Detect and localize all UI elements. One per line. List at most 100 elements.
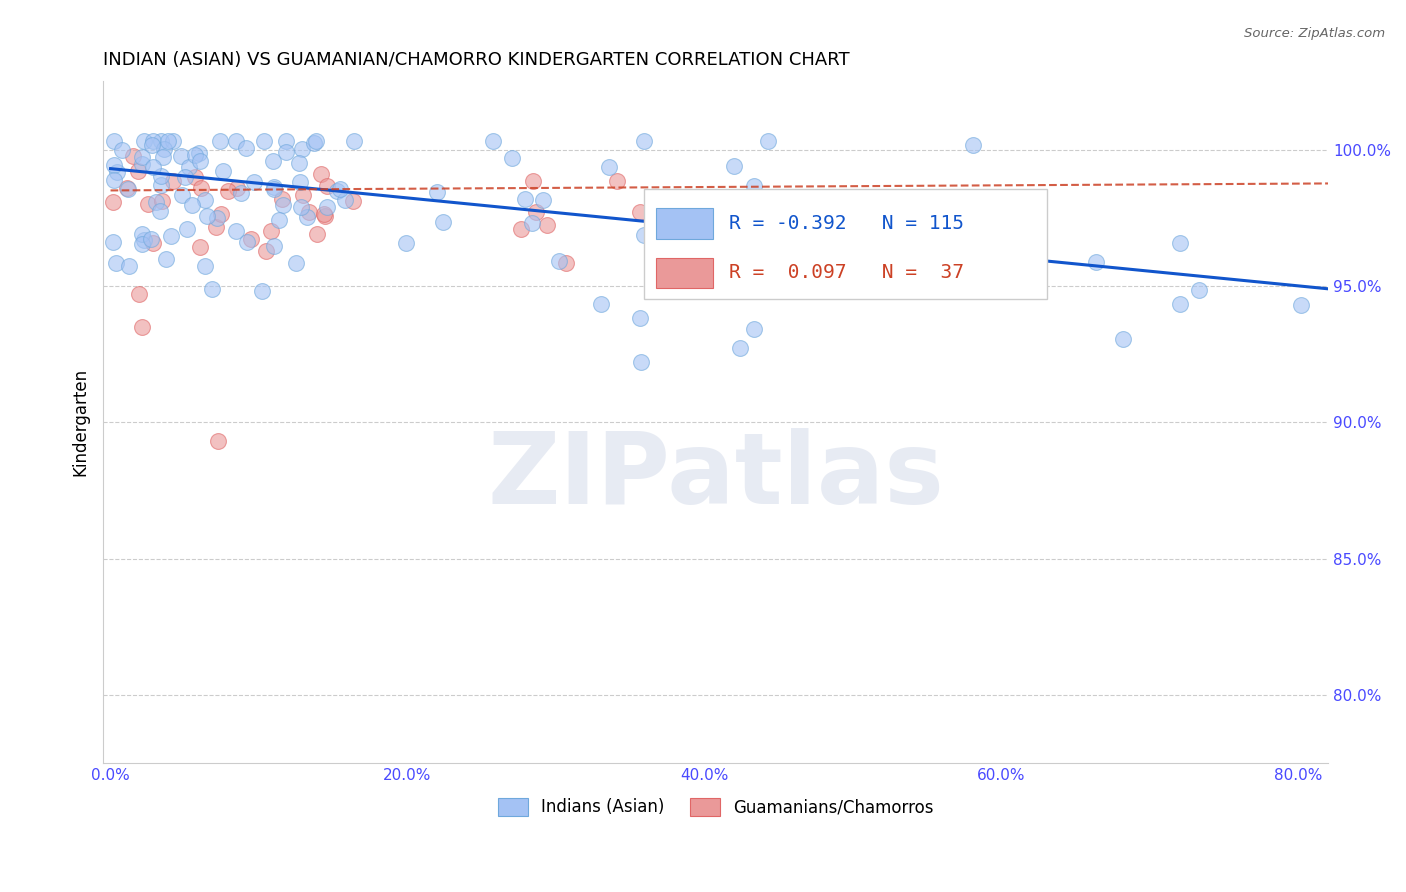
Point <box>226 180 249 194</box>
Point <box>142 160 165 174</box>
Point <box>524 205 547 219</box>
Point <box>1188 283 1211 297</box>
Point <box>150 194 173 208</box>
Point <box>536 218 558 232</box>
Point <box>900 232 922 246</box>
Point <box>723 159 745 173</box>
Point <box>184 170 207 185</box>
Point <box>290 201 312 215</box>
Point <box>188 239 211 253</box>
Point <box>152 150 174 164</box>
Bar <box>657 208 713 239</box>
Point <box>659 227 682 241</box>
Point <box>150 169 173 184</box>
Point <box>329 181 352 195</box>
Point <box>212 164 235 178</box>
Point <box>633 228 655 243</box>
Y-axis label: Kindergarten: Kindergarten <box>72 368 89 476</box>
Point <box>756 134 779 148</box>
Point <box>131 157 153 171</box>
Point <box>118 259 141 273</box>
Point <box>160 229 183 244</box>
Point <box>141 235 163 250</box>
Point <box>333 193 356 207</box>
Point <box>225 134 247 148</box>
Point <box>188 145 211 160</box>
Point <box>630 354 652 368</box>
Point <box>263 182 285 196</box>
Point <box>276 134 298 148</box>
Point <box>288 156 311 170</box>
Point <box>201 282 224 296</box>
Point <box>315 200 337 214</box>
Point <box>1168 235 1191 250</box>
Point <box>606 174 628 188</box>
Point <box>290 175 312 189</box>
Point <box>548 254 571 268</box>
Point <box>209 207 232 221</box>
Point <box>1168 297 1191 311</box>
Point <box>482 134 505 148</box>
Point <box>669 272 692 286</box>
Point <box>194 193 217 207</box>
Point <box>103 134 125 148</box>
Point <box>274 145 297 159</box>
Point <box>520 216 543 230</box>
Point <box>285 256 308 270</box>
Text: R =  0.097   N =  37: R = 0.097 N = 37 <box>728 263 965 283</box>
Point <box>132 134 155 148</box>
Point <box>122 149 145 163</box>
Point <box>742 322 765 336</box>
Point <box>240 232 263 246</box>
Point <box>252 134 274 148</box>
Point <box>589 296 612 310</box>
Point <box>162 174 184 188</box>
Point <box>305 134 328 148</box>
Point <box>314 207 336 221</box>
Point <box>243 175 266 189</box>
Point <box>153 142 176 156</box>
Point <box>509 222 531 236</box>
Point <box>395 236 418 251</box>
Point <box>207 434 229 449</box>
Point <box>127 163 149 178</box>
Point <box>343 134 366 148</box>
Point <box>269 213 291 227</box>
Point <box>131 236 153 251</box>
Point <box>188 153 211 168</box>
Point <box>103 158 125 172</box>
Point <box>659 222 682 236</box>
Point <box>291 142 314 156</box>
Point <box>176 222 198 236</box>
Point <box>259 224 281 238</box>
Point <box>315 179 337 194</box>
Point <box>105 165 128 179</box>
Point <box>132 233 155 247</box>
Point <box>162 134 184 148</box>
Point <box>711 259 734 273</box>
Point <box>145 195 167 210</box>
Point <box>962 137 984 152</box>
Point <box>298 205 321 219</box>
Point <box>326 184 349 198</box>
Point <box>628 204 651 219</box>
Point <box>141 137 163 152</box>
Point <box>853 203 876 218</box>
Text: Source: ZipAtlas.com: Source: ZipAtlas.com <box>1244 27 1385 40</box>
Point <box>432 215 454 229</box>
Point <box>678 251 700 265</box>
Point <box>302 136 325 150</box>
Point <box>728 342 751 356</box>
Point <box>103 173 125 187</box>
Point <box>131 227 153 241</box>
Point <box>658 263 681 277</box>
Point <box>342 194 364 208</box>
Point <box>1084 254 1107 268</box>
Point <box>928 247 950 261</box>
Point <box>555 256 578 270</box>
Legend: Indians (Asian), Guamanians/Chamorros: Indians (Asian), Guamanians/Chamorros <box>491 791 941 823</box>
Point <box>136 197 159 211</box>
Point <box>179 161 201 175</box>
Point <box>250 285 273 299</box>
Point <box>190 181 212 195</box>
